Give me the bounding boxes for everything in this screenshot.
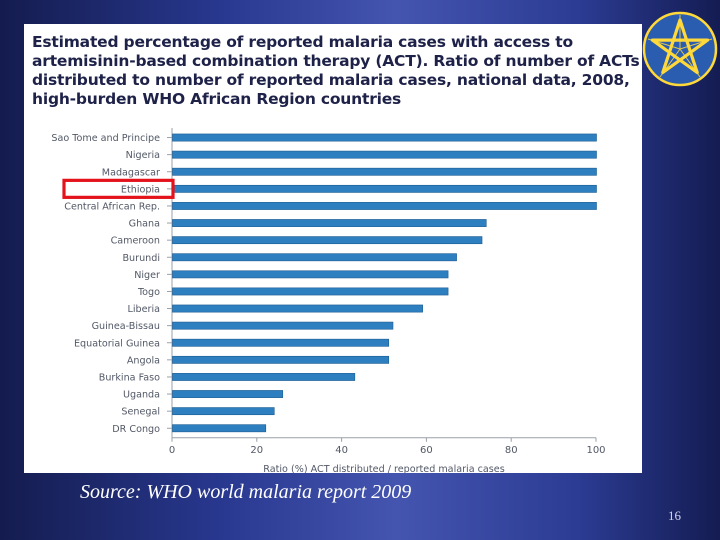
category-label: DR Congo xyxy=(112,424,160,435)
ethiopia-emblem-icon xyxy=(642,11,718,87)
bar xyxy=(172,407,275,416)
category-label: Madagascar xyxy=(102,167,160,178)
category-label: Ghana xyxy=(129,219,160,230)
x-tick-label: 0 xyxy=(169,445,175,456)
highlight-box xyxy=(62,178,175,199)
category-label: Niger xyxy=(134,270,160,281)
x-tick-label: 60 xyxy=(420,445,433,456)
category-label: Nigeria xyxy=(126,150,160,161)
x-axis-label: Ratio (%) ACT distributed / reported mal… xyxy=(263,464,504,473)
chart-title: Estimated percentage of reported malaria… xyxy=(32,33,640,108)
category-label: Burundi xyxy=(122,253,160,264)
bar xyxy=(172,287,449,296)
chart-panel xyxy=(24,24,642,473)
category-label: Angola xyxy=(127,355,160,366)
bar xyxy=(172,202,597,210)
category-label: Guinea-Bissau xyxy=(92,321,160,332)
x-tick-label: 80 xyxy=(505,445,518,456)
category-label: Ethiopia xyxy=(121,184,160,195)
x-tick-label: 40 xyxy=(335,445,348,456)
bar xyxy=(172,304,423,313)
bar-chart: Sao Tome and Principe Nigeria Madagascar Et… xyxy=(51,128,606,473)
category-label: Uganda xyxy=(123,390,160,401)
bar xyxy=(172,253,457,262)
category-label: Burkina Faso xyxy=(99,372,160,383)
bar xyxy=(172,355,390,364)
slide-number: 16 xyxy=(668,508,681,523)
bar xyxy=(172,236,483,245)
category-label: Central African Rep. xyxy=(64,201,160,212)
category-label: Cameroon xyxy=(111,236,160,247)
bar xyxy=(172,184,597,193)
bar xyxy=(172,338,390,347)
bar xyxy=(172,373,356,381)
bar xyxy=(172,270,449,279)
bar xyxy=(172,150,597,159)
category-label: Sao Tome and Principe xyxy=(51,133,160,144)
bar xyxy=(172,167,597,176)
bar xyxy=(172,133,597,142)
category-label: Senegal xyxy=(121,407,160,418)
x-tick-label: 100 xyxy=(586,445,605,456)
category-label: Liberia xyxy=(128,304,161,315)
bar xyxy=(172,321,394,330)
bar xyxy=(172,390,284,398)
bar xyxy=(172,424,267,433)
category-label: Togo xyxy=(137,287,160,298)
category-label: Equatorial Guinea xyxy=(74,338,160,349)
x-tick-label: 20 xyxy=(250,445,263,456)
bar xyxy=(172,219,487,227)
source-caption: Source: WHO world malaria report 2009 xyxy=(80,481,412,503)
